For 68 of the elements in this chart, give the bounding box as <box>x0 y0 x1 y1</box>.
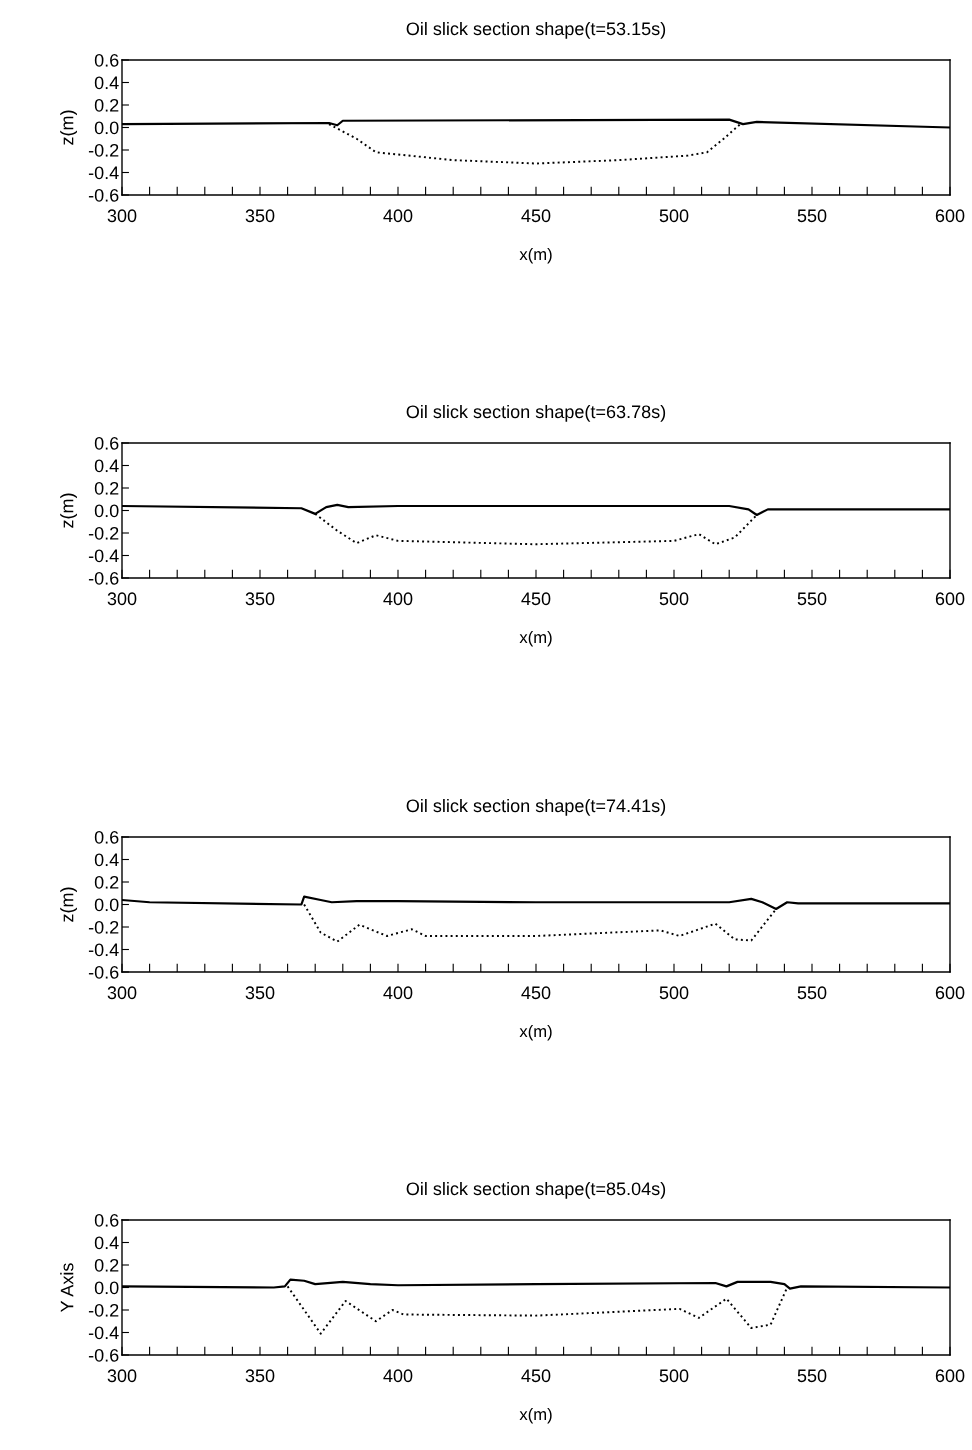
x-axis-title: x(m) <box>519 1407 552 1424</box>
y-tick-label: -0.4 <box>88 1326 119 1340</box>
x-tick-label: 600 <box>935 592 965 606</box>
y-tick-label: 0.0 <box>94 121 119 135</box>
y-axis-title: z(m) <box>60 110 77 145</box>
y-tick-label: 0.2 <box>94 481 119 495</box>
y-tick-label: 0.0 <box>94 1281 119 1295</box>
chart-title: Oil slick section shape(t=63.78s) <box>406 404 666 422</box>
x-tick-label: 500 <box>659 209 689 223</box>
y-tick-label: 0.2 <box>94 1258 119 1272</box>
chart-title: Oil slick section shape(t=74.41s) <box>406 798 666 816</box>
x-tick-label: 500 <box>659 592 689 606</box>
y-tick-label: 0.4 <box>94 76 119 90</box>
y-axis-title: z(m) <box>60 493 77 528</box>
x-axis-title: x(m) <box>519 630 552 647</box>
x-tick-label: 500 <box>659 1369 689 1383</box>
x-tick-label: 550 <box>797 986 827 1000</box>
y-tick-label: -0.2 <box>88 143 119 157</box>
y-tick-label: 0.0 <box>94 504 119 518</box>
x-tick-label: 450 <box>521 1369 551 1383</box>
x-tick-label: 450 <box>521 592 551 606</box>
y-tick-label: 0.4 <box>94 1236 119 1250</box>
x-tick-label: 400 <box>383 1369 413 1383</box>
y-tick-label: -0.2 <box>88 526 119 540</box>
x-tick-label: 400 <box>383 592 413 606</box>
x-tick-label: 350 <box>245 986 275 1000</box>
x-tick-label: 300 <box>107 592 137 606</box>
y-tick-label: -0.4 <box>88 549 119 563</box>
y-tick-label: 0.4 <box>94 853 119 867</box>
x-tick-label: 450 <box>521 209 551 223</box>
x-tick-label: 450 <box>521 986 551 1000</box>
x-tick-label: 400 <box>383 209 413 223</box>
y-tick-label: 0.6 <box>94 830 119 844</box>
x-axis-title: x(m) <box>519 247 552 264</box>
x-tick-label: 350 <box>245 592 275 606</box>
y-tick-label: 0.2 <box>94 98 119 112</box>
y-tick-label: 0.2 <box>94 875 119 889</box>
chart-title: Oil slick section shape(t=53.15s) <box>406 21 666 39</box>
x-tick-label: 600 <box>935 986 965 1000</box>
y-axis-title: z(m) <box>60 887 77 922</box>
x-axis-title: x(m) <box>519 1024 552 1041</box>
y-tick-label: 0.6 <box>94 1213 119 1227</box>
x-tick-label: 350 <box>245 1369 275 1383</box>
x-tick-label: 550 <box>797 209 827 223</box>
chart-title: Oil slick section shape(t=85.04s) <box>406 1181 666 1199</box>
y-tick-label: -0.4 <box>88 166 119 180</box>
y-tick-label: -0.6 <box>88 188 119 202</box>
x-tick-label: 350 <box>245 209 275 223</box>
x-tick-label: 600 <box>935 209 965 223</box>
y-tick-label: -0.6 <box>88 571 119 585</box>
x-tick-label: 600 <box>935 1369 965 1383</box>
y-tick-label: 0.6 <box>94 436 119 450</box>
y-tick-label: 0.6 <box>94 53 119 67</box>
y-tick-label: -0.4 <box>88 943 119 957</box>
x-tick-label: 550 <box>797 592 827 606</box>
x-tick-label: 550 <box>797 1369 827 1383</box>
x-tick-label: 300 <box>107 1369 137 1383</box>
x-tick-label: 300 <box>107 209 137 223</box>
x-tick-label: 500 <box>659 986 689 1000</box>
x-tick-label: 300 <box>107 986 137 1000</box>
y-tick-label: -0.2 <box>88 920 119 934</box>
y-axis-title: Y Axis <box>60 1263 74 1313</box>
y-tick-label: 0.0 <box>94 898 119 912</box>
y-tick-label: -0.6 <box>88 965 119 979</box>
y-tick-label: -0.6 <box>88 1348 119 1362</box>
y-tick-label: 0.4 <box>94 459 119 473</box>
y-tick-label: -0.2 <box>88 1303 119 1317</box>
x-tick-label: 400 <box>383 986 413 1000</box>
